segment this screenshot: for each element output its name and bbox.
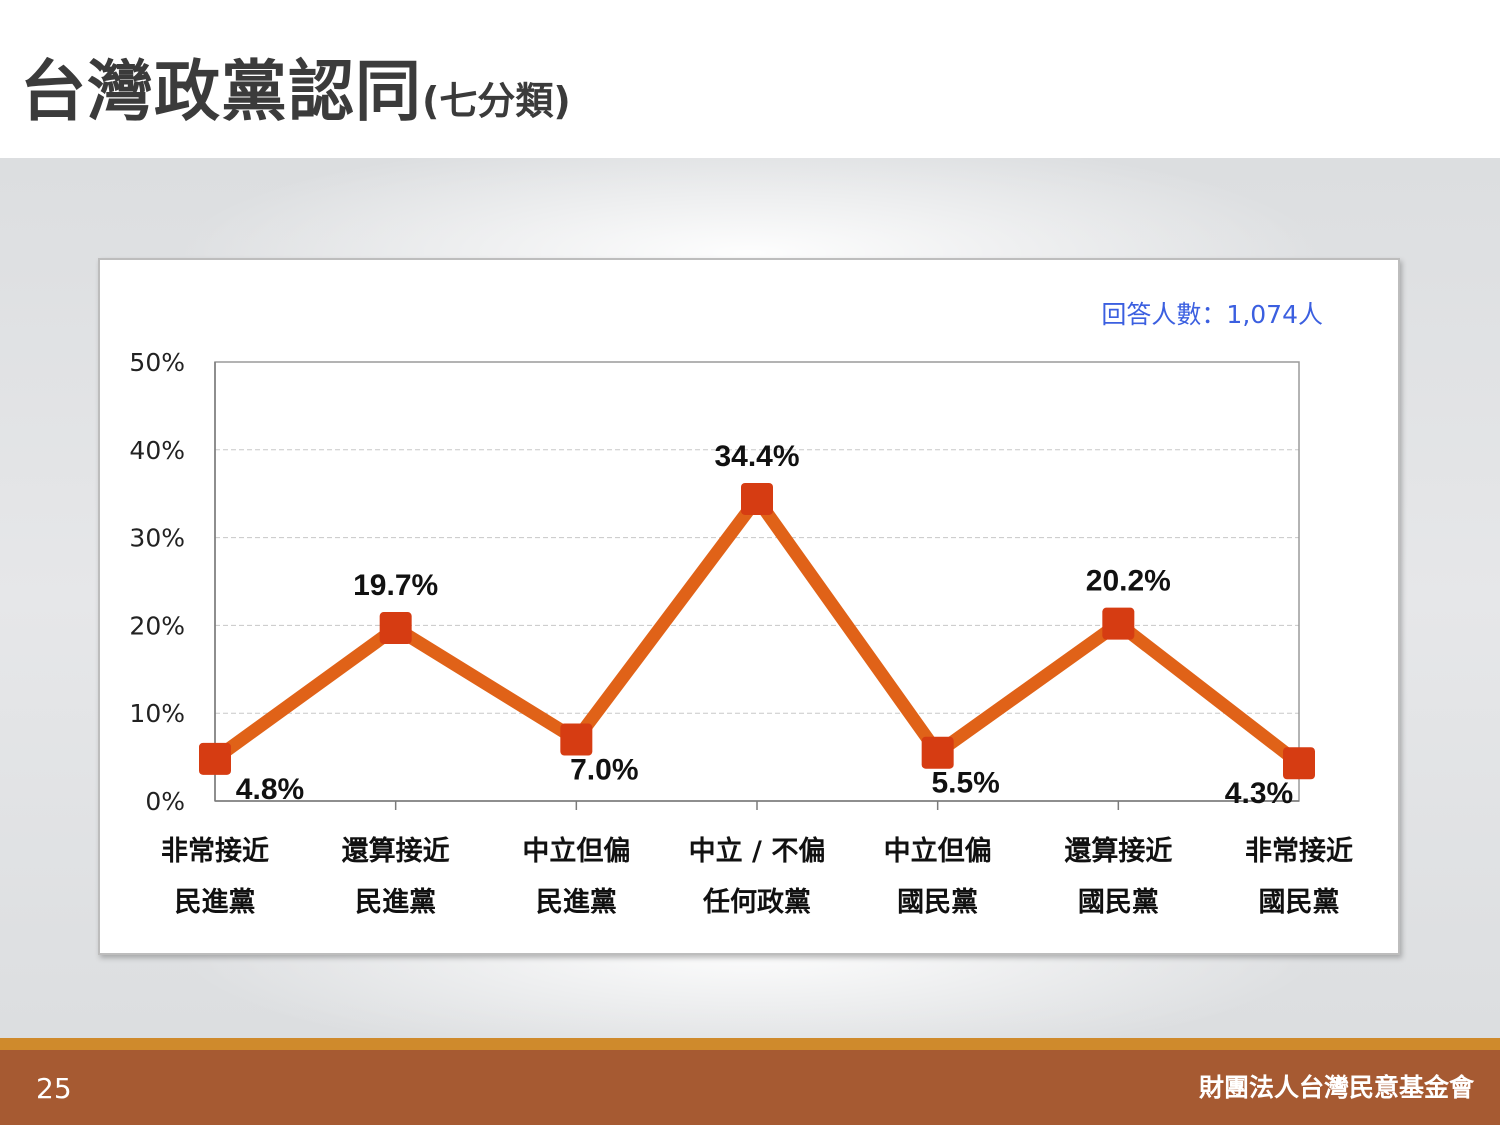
category-label: 國民黨 [897, 887, 978, 918]
data-label: 19.7% [353, 569, 438, 602]
chart-panel [98, 258, 1400, 955]
category-label: 非常接近 [1245, 836, 1353, 867]
page-number: 25 [36, 1072, 72, 1105]
category-label: 任何政黨 [702, 887, 811, 918]
data-point-marker [1283, 747, 1315, 780]
category-label: 中立 / 不偏 [689, 835, 826, 867]
category-label: 還算接近 [1064, 835, 1172, 867]
data-point-marker [560, 723, 593, 756]
data-label: 5.5% [931, 767, 999, 800]
category-label: 國民黨 [1259, 887, 1340, 918]
category-label: 民進黨 [175, 887, 256, 918]
organization-name: 財團法人台灣民意基金會 [1198, 1073, 1474, 1102]
data-point-marker [199, 742, 231, 775]
category-label: 中立但偏 [522, 835, 630, 867]
data-label: 34.4% [714, 440, 799, 473]
y-tick-label: 30% [129, 524, 185, 553]
title-bar: 台灣政黨認同(七分類) [0, 0, 1500, 158]
footer-bar [0, 1038, 1500, 1125]
category-label: 還算接近 [342, 835, 450, 867]
page-title-main: 台灣政黨認同 [20, 53, 422, 130]
y-tick-label: 0% [145, 787, 185, 816]
data-label: 7.0% [570, 754, 638, 787]
y-tick-label: 20% [129, 611, 185, 640]
page-title: 台灣政黨認同(七分類) [20, 38, 571, 134]
category-label: 民進黨 [536, 887, 617, 918]
page-title-sub: (七分類) [422, 79, 571, 123]
respondent-count-note: 回答人數：1,074人 [1101, 300, 1323, 329]
data-point-marker [1102, 607, 1135, 640]
category-label: 國民黨 [1078, 887, 1159, 918]
series-line [208, 487, 1306, 770]
data-label: 4.8% [236, 773, 304, 806]
data-label: 20.2% [1086, 565, 1171, 598]
data-point-marker [741, 482, 773, 515]
data-point-marker [379, 612, 412, 645]
y-tick-label: 50% [129, 348, 185, 377]
category-label: 民進黨 [355, 887, 436, 918]
category-label: 中立但偏 [884, 835, 992, 867]
data-point-marker [921, 736, 954, 769]
y-tick-label: 10% [129, 699, 185, 728]
y-tick-label: 40% [129, 436, 185, 465]
category-label: 非常接近 [161, 836, 269, 867]
data-label: 4.3% [1225, 777, 1293, 810]
